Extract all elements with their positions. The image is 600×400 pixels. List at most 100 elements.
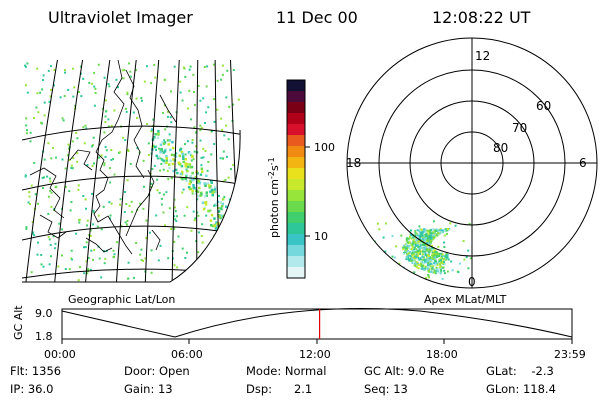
emission-pixel	[180, 150, 184, 154]
emission-pixel	[417, 245, 420, 248]
emission-pixel	[166, 170, 169, 173]
emission-pixel	[36, 67, 39, 70]
emission-pixel	[422, 235, 425, 238]
info-door: Door: Open	[124, 364, 190, 378]
emission-pixel	[406, 250, 409, 252]
emission-pixel	[193, 279, 196, 281]
emission-pixel	[414, 230, 417, 233]
emission-pixel	[40, 254, 43, 256]
emission-pixel	[219, 242, 222, 245]
emission-pixel	[40, 121, 43, 124]
emission-pixel	[229, 229, 233, 232]
emission-pixel	[234, 233, 237, 236]
timeline-ybottom: 1.8	[35, 330, 53, 343]
emission-pixel	[416, 240, 419, 243]
emission-pixel	[437, 245, 440, 248]
emission-pixel	[181, 247, 184, 250]
emission-pixel	[177, 235, 180, 238]
emission-pixel	[403, 244, 406, 247]
emission-pixel	[364, 263, 367, 266]
emission-pixel	[115, 78, 118, 81]
emission-pixel	[211, 130, 214, 133]
emission-pixel	[236, 259, 239, 263]
emission-pixel	[414, 262, 417, 265]
emission-pixel	[109, 217, 112, 220]
emission-pixel	[198, 186, 201, 190]
emission-pixel	[86, 164, 89, 166]
emission-pixel	[210, 189, 214, 192]
emission-pixel	[54, 186, 57, 189]
emission-pixel	[417, 252, 420, 255]
emission-pixel	[208, 186, 211, 189]
emission-pixel	[224, 238, 228, 242]
emission-pixel	[222, 150, 225, 153]
emission-pixel	[363, 228, 366, 231]
colorbar-swatch	[287, 124, 305, 136]
emission-pixel	[225, 257, 228, 260]
mlt-label-12: 12	[475, 49, 490, 63]
emission-pixel	[232, 69, 235, 71]
emission-pixel	[214, 227, 218, 230]
emission-pixel	[429, 242, 432, 245]
emission-pixel	[94, 92, 97, 94]
emission-pixel	[62, 119, 65, 122]
emission-pixel	[372, 253, 375, 256]
emission-pixel	[420, 250, 423, 253]
emission-pixel	[221, 233, 225, 236]
emission-pixel	[167, 257, 170, 260]
emission-pixel	[164, 224, 166, 227]
emission-pixel	[49, 180, 52, 183]
emission-pixel	[163, 78, 166, 81]
emission-pixel	[49, 177, 51, 180]
emission-pixel	[237, 301, 240, 304]
emission-pixel	[373, 249, 376, 252]
emission-pixel	[162, 193, 165, 196]
timeline-tick-4: 23:59	[554, 348, 586, 361]
emission-pixel	[104, 155, 107, 158]
emission-pixel	[427, 255, 430, 257]
emission-pixel	[163, 104, 166, 107]
emission-pixel	[97, 214, 100, 217]
emission-pixel	[40, 263, 43, 266]
emission-pixel	[419, 244, 422, 247]
emission-pixel	[221, 129, 224, 131]
emission-pixel	[93, 71, 96, 74]
emission-pixel	[369, 254, 371, 257]
emission-pixel	[104, 145, 107, 148]
emission-pixel	[161, 140, 164, 144]
emission-pixel	[221, 248, 225, 251]
emission-pixel	[50, 88, 53, 91]
emission-pixel	[88, 81, 91, 84]
emission-pixel	[229, 288, 232, 291]
emission-pixel	[192, 158, 195, 161]
emission-pixel	[165, 157, 168, 160]
emission-pixel	[196, 190, 200, 194]
emission-pixel	[25, 227, 28, 230]
emission-pixel	[430, 262, 433, 265]
emission-pixel	[424, 237, 427, 240]
emission-pixel	[417, 250, 419, 253]
emission-pixel	[435, 234, 438, 237]
emission-pixel	[209, 263, 212, 266]
emission-pixel	[438, 252, 441, 255]
emission-pixel	[419, 231, 422, 234]
emission-pixel	[429, 271, 432, 273]
emission-pixel	[183, 214, 186, 217]
colorbar-swatch	[287, 190, 305, 202]
emission-pixel	[184, 257, 187, 259]
emission-pixel	[443, 257, 445, 260]
emission-pixel	[172, 158, 175, 161]
emission-pixel	[188, 163, 192, 166]
emission-pixel	[174, 210, 177, 213]
emission-pixel	[230, 248, 233, 252]
emission-pixel	[237, 284, 240, 287]
emission-pixel	[437, 229, 440, 232]
emission-pixel	[90, 249, 93, 252]
emission-pixel	[237, 295, 240, 298]
emission-pixel	[180, 164, 184, 168]
emission-pixel	[439, 228, 442, 231]
emission-pixel	[433, 271, 436, 274]
emission-pixel	[429, 238, 432, 241]
emission-pixel	[408, 252, 411, 255]
